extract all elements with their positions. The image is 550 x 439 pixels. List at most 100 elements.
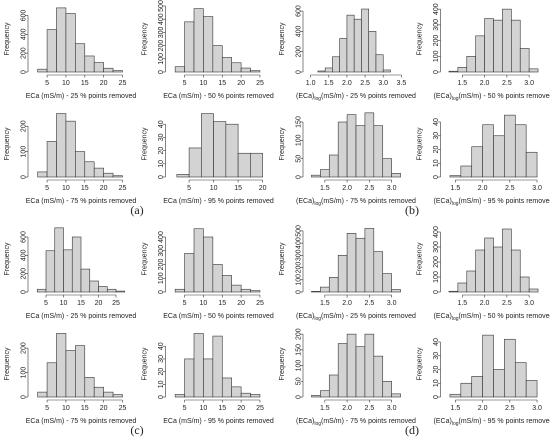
x-tick-label: 25 [256,405,264,412]
y-tick-label: 400 [433,3,440,15]
bar [240,288,251,293]
bar [382,380,392,398]
bar [449,393,462,398]
x-tick-label: 2.5 [364,405,374,412]
bar [203,16,214,73]
x-axis-label: (ECa)log(mS/m) - 75 % points removed [296,418,416,427]
y-tick-label: 200 [21,120,28,132]
bar [328,277,339,293]
x-tick-label: 25 [256,80,264,87]
bar [225,123,239,178]
y-tick-label: 10 [433,379,440,387]
bar [106,288,117,293]
y-axis-label: Frequency [142,22,149,56]
bar [391,173,401,178]
x-tick-label: 2.5 [364,185,374,192]
bar [364,228,375,293]
y-tick-label: 200 [158,259,165,271]
panel-label: (c) [130,423,143,437]
x-axis-label-part: (mS/m) - 50 % points removed [459,93,550,100]
x-axis-label-part: log [452,96,459,102]
y-axis-label: Frequency [4,22,11,56]
y-tick-label: 0 [296,70,303,74]
y-tick-label: 30 [158,133,165,141]
bar [339,38,348,73]
bar [240,67,251,73]
x-axis-label-part: ECa (mS/m) - 75 % points removed [26,198,137,205]
x-tick-label: 20 [100,405,108,412]
bar [212,335,223,398]
bar [184,358,195,398]
x-axis-label: (ECa)log(mS/m) - 50 % points removed [434,93,550,102]
y-tick-label: 0 [433,175,440,179]
bar [460,165,473,178]
y-axis-label: Frequency [279,347,286,381]
y-tick-label: 40 [158,342,165,350]
x-tick-label: 20 [259,185,267,192]
x-tick-label: 10 [200,405,208,412]
y-tick-label: 300 [158,26,165,38]
bar [184,21,195,73]
bar [353,18,362,73]
x-axis-label-part: log [314,201,321,207]
bar [504,114,516,178]
bar [471,146,483,178]
x-axis-label-part: (ECa) [296,93,314,100]
x-axis-label-part: ECa (mS/m) - 95 % points removed [163,198,274,205]
bar [457,282,468,293]
x-axis-label: ECa (mS/m) - 25 % points removed [26,313,137,320]
x-axis-label-part: log [314,96,321,102]
y-tick-label: 300 [433,19,440,31]
y-axis-label: Frequency [279,127,286,161]
x-axis-label: ECa (mS/m) - 50 % points removed [163,93,274,100]
bar [212,264,223,293]
bar [98,286,108,293]
bar [355,125,366,178]
y-tick-label: 100 [21,146,28,158]
bar [493,19,503,73]
y-tick-label: 0 [158,395,165,399]
y-tick-label: 0 [158,290,165,294]
bar [63,249,73,293]
x-axis-label-part: (ECa) [296,418,314,425]
x-tick-label: 2.5 [505,405,515,412]
bar [493,135,505,178]
x-axis-label: (ECa)log(mS/m) - 50 % points removed [434,313,550,322]
bar [231,284,242,293]
y-axis-label: Frequency [142,127,149,161]
x-tick-label: 5 [183,80,187,87]
bar [193,8,204,73]
x-tick-label: 10 [210,185,218,192]
bar [75,151,86,178]
bar [203,236,214,293]
x-tick-label: 2.5 [502,80,512,87]
bar [525,380,538,398]
bar [373,125,384,178]
bar [328,374,339,398]
x-tick-label: 20 [100,80,108,87]
bar [37,391,48,398]
bar [112,394,123,398]
x-axis-label-part: log [452,201,459,207]
x-axis-label: ECa (mS/m) - 25 % points removed [26,93,137,100]
y-tick-label: 200 [21,342,28,354]
x-tick-label: 3.0 [387,185,397,192]
x-axis-label: ECa (mS/m) - 95 % points removed [163,198,274,205]
y-tick-label: 30 [433,352,440,360]
panel-label: (d) [405,423,419,437]
y-tick-label: 20 [433,366,440,374]
y-axis-label: Frequency [279,22,286,56]
bar [89,280,99,293]
y-tick-label: 100 [158,53,165,65]
x-tick-label: 20 [237,80,245,87]
y-tick-label: 500 [158,0,165,12]
y-tick-label: 300 [158,245,165,257]
y-tick-label: 400 [21,249,28,261]
x-tick-label: 20 [100,185,108,192]
bar [317,70,326,73]
bar [250,70,261,73]
bar [103,67,114,73]
bar [75,345,86,398]
bar [528,68,539,73]
bar [93,386,104,398]
